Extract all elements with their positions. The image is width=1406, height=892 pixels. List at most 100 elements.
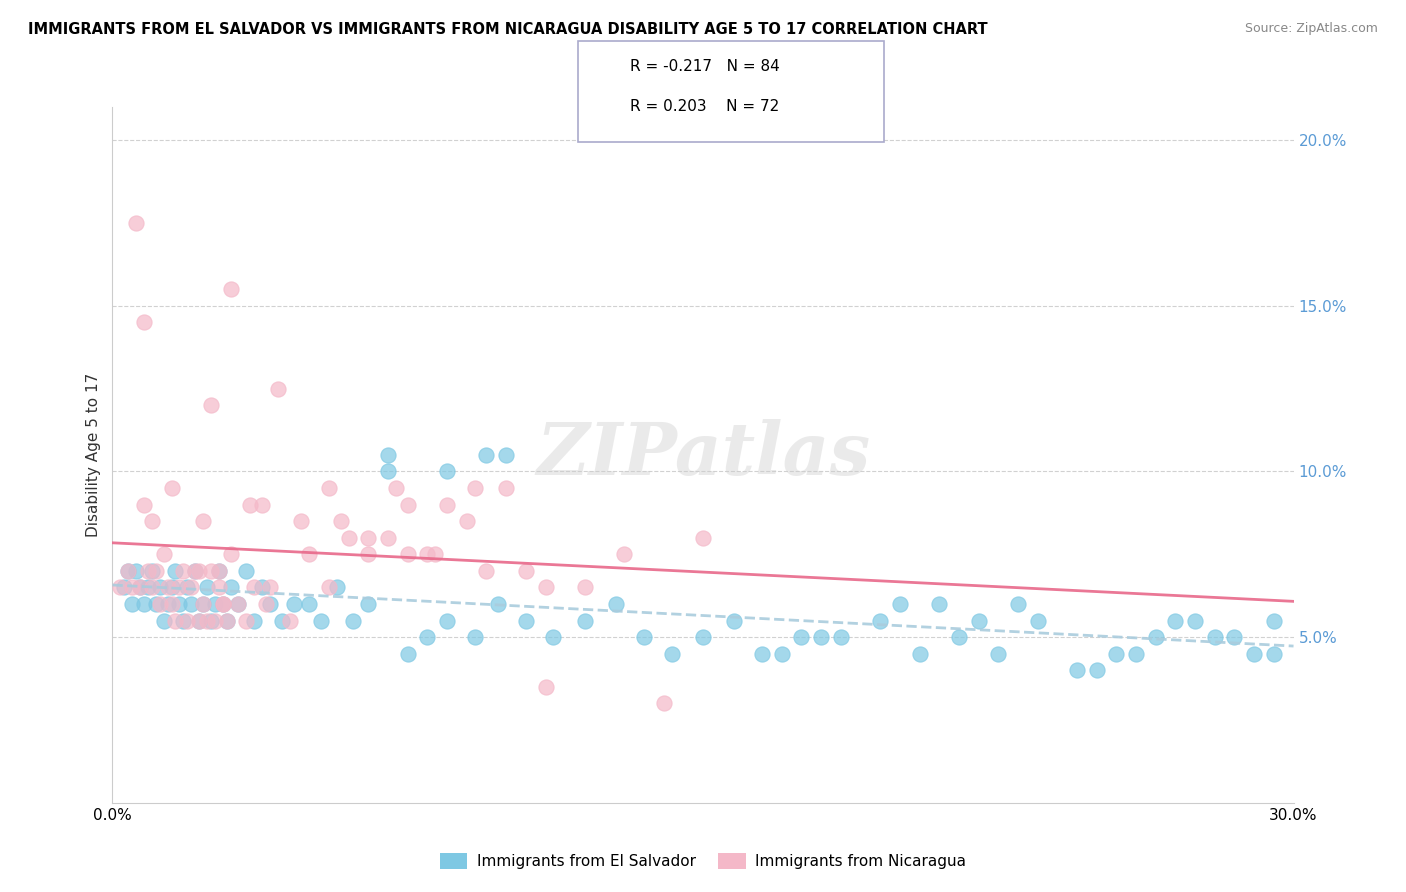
Point (172, 564, 194, 578)
Point (208, 564, 231, 578)
Point (172, 614, 194, 628)
Point (254, 597, 277, 611)
Point (1263, 614, 1285, 628)
Point (464, 630, 486, 644)
Point (475, 564, 498, 578)
Point (661, 647, 683, 661)
Point (534, 680, 557, 694)
Point (1105, 647, 1128, 661)
Point (117, 564, 139, 578)
Point (132, 597, 155, 611)
Point (385, 481, 408, 495)
Point (180, 581, 202, 595)
Point (204, 597, 226, 611)
Point (141, 564, 163, 578)
Point (165, 614, 187, 628)
Point (1125, 647, 1147, 661)
Point (145, 597, 167, 611)
Point (948, 630, 970, 644)
Point (298, 597, 321, 611)
Point (810, 630, 832, 644)
Point (475, 448, 498, 462)
Point (200, 614, 222, 628)
Point (534, 581, 557, 595)
Point (290, 514, 312, 528)
Point (633, 630, 655, 644)
Point (790, 630, 813, 644)
Point (110, 581, 132, 595)
Point (219, 282, 242, 296)
Point (396, 498, 419, 512)
Point (215, 614, 238, 628)
Point (830, 630, 852, 644)
Point (377, 465, 399, 479)
Text: R = -0.217   N = 84: R = -0.217 N = 84 (630, 59, 780, 73)
Point (416, 547, 439, 561)
Point (1026, 614, 1049, 628)
Text: IMMIGRANTS FROM EL SALVADOR VS IMMIGRANTS FROM NICARAGUA DISABILITY AGE 5 TO 17 : IMMIGRANTS FROM EL SALVADOR VS IMMIGRANT… (28, 22, 988, 37)
Point (169, 581, 191, 595)
Point (149, 597, 172, 611)
Point (692, 630, 714, 644)
Point (136, 564, 159, 578)
Point (267, 382, 290, 396)
Point (250, 581, 273, 595)
Point (723, 614, 745, 628)
Point (396, 547, 419, 561)
Point (219, 581, 242, 595)
Point (298, 547, 321, 561)
Point (613, 547, 636, 561)
Point (543, 630, 565, 644)
Point (211, 597, 233, 611)
Point (1184, 614, 1206, 628)
Point (889, 597, 911, 611)
Point (136, 581, 159, 595)
Point (125, 216, 148, 230)
Point (191, 514, 214, 528)
Point (1085, 663, 1108, 677)
Point (200, 398, 222, 412)
Point (191, 597, 214, 611)
Point (1066, 663, 1088, 677)
Point (259, 581, 281, 595)
Point (283, 597, 305, 611)
Point (329, 514, 352, 528)
Point (967, 614, 990, 628)
Point (235, 614, 257, 628)
Point (574, 614, 596, 628)
Point (259, 597, 281, 611)
Point (605, 597, 627, 611)
Point (1204, 630, 1226, 644)
Point (751, 647, 773, 661)
Point (121, 597, 143, 611)
Point (165, 564, 187, 578)
Point (436, 465, 458, 479)
Point (250, 498, 273, 512)
Point (121, 581, 143, 595)
Point (141, 581, 163, 595)
Point (188, 614, 211, 628)
Point (169, 597, 191, 611)
Point (195, 581, 218, 595)
Point (342, 614, 364, 628)
Point (160, 597, 183, 611)
Point (228, 597, 250, 611)
Point (908, 647, 931, 661)
Point (129, 581, 152, 595)
Point (515, 614, 537, 628)
Point (486, 597, 509, 611)
Point (436, 498, 458, 512)
Point (309, 614, 332, 628)
Point (228, 597, 250, 611)
Point (416, 630, 439, 644)
Legend: Immigrants from El Salvador, Immigrants from Nicaragua: Immigrants from El Salvador, Immigrants … (434, 847, 972, 875)
Point (145, 564, 167, 578)
Point (132, 315, 155, 329)
Point (357, 597, 380, 611)
Point (1243, 647, 1265, 661)
Point (188, 564, 211, 578)
Point (125, 564, 148, 578)
Point (204, 614, 226, 628)
Point (515, 564, 537, 578)
Point (211, 597, 233, 611)
